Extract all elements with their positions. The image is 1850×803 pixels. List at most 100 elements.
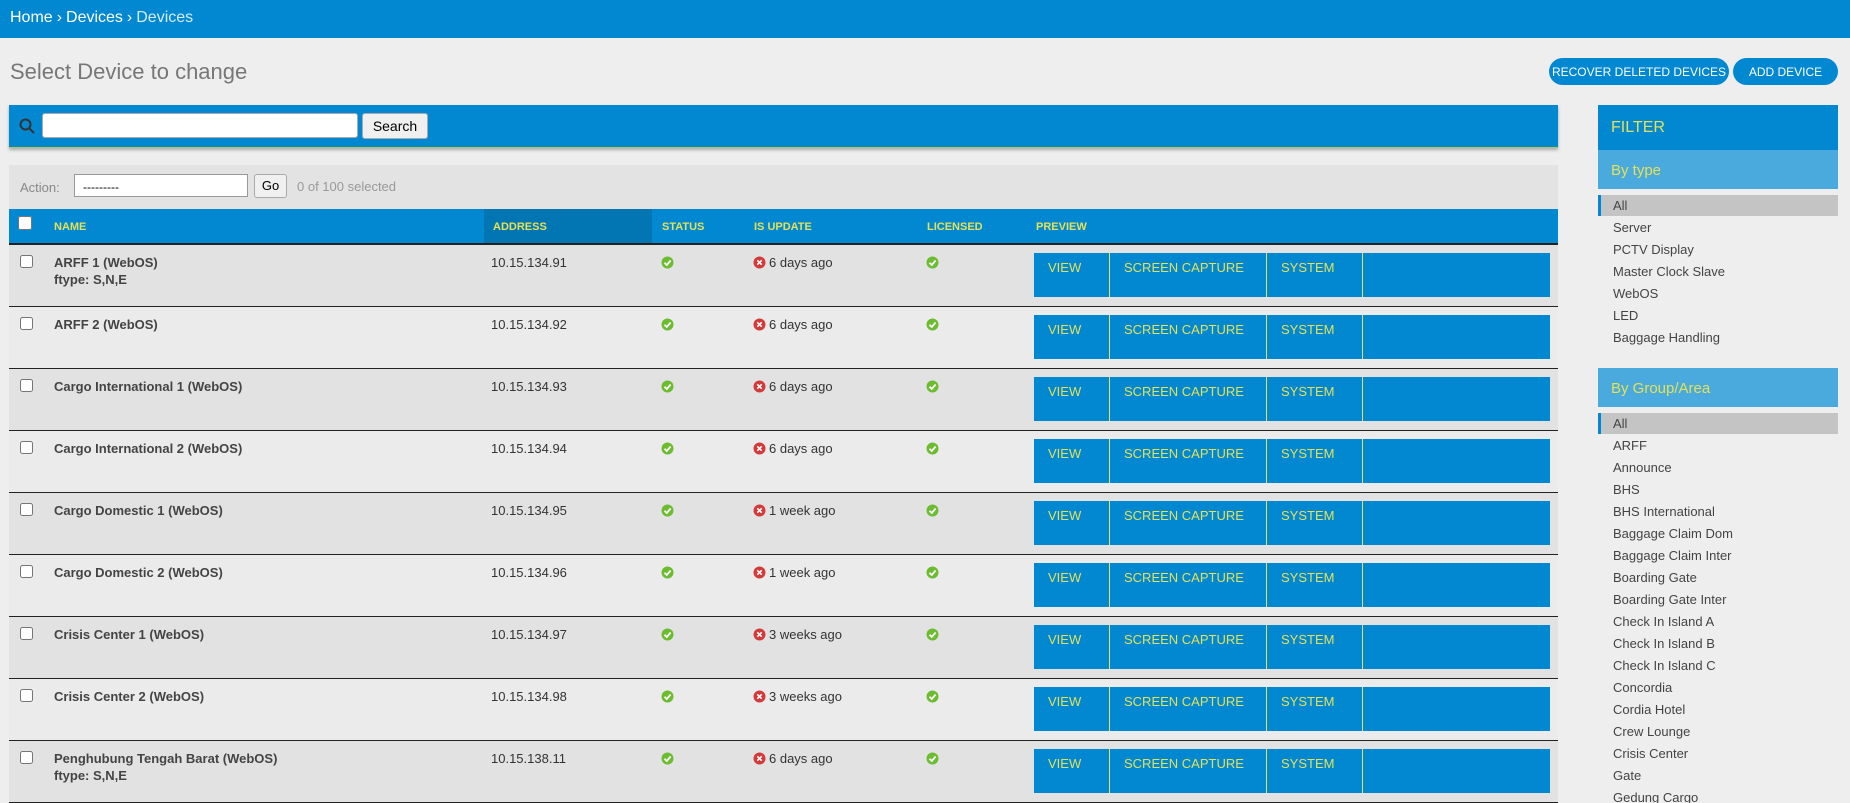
filter-item[interactable]: All bbox=[1598, 413, 1838, 434]
filter-item[interactable]: Boarding Gate bbox=[1613, 570, 1697, 585]
preview-bar: VIEW SCREEN CAPTURE SYSTEM bbox=[1034, 501, 1550, 545]
breadcrumb-item[interactable]: Devices bbox=[66, 9, 123, 26]
filter-item[interactable]: All bbox=[1598, 195, 1838, 216]
preview-button[interactable]: SCREEN CAPTURE bbox=[1110, 501, 1267, 545]
preview-button[interactable]: SYSTEM bbox=[1267, 253, 1363, 297]
action-select[interactable]: --------- bbox=[74, 174, 248, 197]
preview-button[interactable]: SCREEN CAPTURE bbox=[1110, 377, 1267, 421]
search-button[interactable]: Search bbox=[362, 113, 428, 139]
column-header[interactable]: NAME bbox=[54, 221, 87, 233]
cross-icon bbox=[753, 752, 766, 765]
preview-button[interactable]: SCREEN CAPTURE bbox=[1110, 315, 1267, 359]
filter-item[interactable]: Server bbox=[1613, 220, 1652, 235]
row-checkbox[interactable] bbox=[20, 689, 33, 702]
preview-button[interactable]: SYSTEM bbox=[1267, 377, 1363, 421]
filter-item[interactable]: Check In Island C bbox=[1613, 658, 1716, 673]
preview-button[interactable]: SYSTEM bbox=[1267, 625, 1363, 669]
filter-item[interactable]: Gedung Cargo bbox=[1613, 790, 1699, 803]
filter-item[interactable]: Concordia bbox=[1613, 680, 1673, 695]
preview-button[interactable]: VIEW bbox=[1034, 439, 1110, 483]
preview-button[interactable]: SCREEN CAPTURE bbox=[1110, 749, 1267, 793]
update-time: 1 week ago bbox=[769, 503, 836, 518]
filter-item[interactable]: WebOS bbox=[1613, 286, 1659, 301]
preview-button[interactable]: SYSTEM bbox=[1267, 439, 1363, 483]
search-input[interactable] bbox=[42, 113, 358, 138]
preview-button[interactable]: SYSTEM bbox=[1267, 687, 1363, 731]
filter-item[interactable]: ARFF bbox=[1613, 438, 1647, 453]
device-name[interactable]: Crisis Center 1 (WebOS) bbox=[54, 627, 205, 642]
filter-item[interactable]: LED bbox=[1613, 308, 1639, 323]
recover-button[interactable]: RECOVER DELETED DEVICES bbox=[1549, 58, 1729, 85]
preview-button[interactable]: SCREEN CAPTURE bbox=[1110, 439, 1267, 483]
select-all[interactable] bbox=[18, 216, 32, 230]
filter-item[interactable]: Boarding Gate Inter bbox=[1613, 592, 1727, 607]
row-checkbox[interactable] bbox=[20, 751, 33, 764]
preview-button[interactable]: SYSTEM bbox=[1267, 563, 1363, 607]
preview-button[interactable]: VIEW bbox=[1034, 625, 1110, 669]
preview-button[interactable]: VIEW bbox=[1034, 749, 1110, 793]
device-name[interactable]: Cargo International 1 (WebOS) bbox=[54, 379, 243, 394]
filter-item[interactable]: Cordia Hotel bbox=[1613, 702, 1686, 717]
filter-item[interactable]: Announce bbox=[1613, 460, 1672, 475]
device-name[interactable]: ARFF 1 (WebOS) bbox=[54, 255, 158, 270]
filter-item[interactable]: BHS bbox=[1613, 482, 1640, 497]
filter-item[interactable]: Check In Island A bbox=[1613, 614, 1715, 629]
filter-group-title: By Group/Area bbox=[1598, 368, 1838, 407]
preview-button[interactable]: SYSTEM bbox=[1267, 315, 1363, 359]
filter-item[interactable]: Baggage Handling bbox=[1613, 330, 1720, 345]
device-address: 10.15.134.94 bbox=[491, 441, 567, 456]
filter-item[interactable]: Gate bbox=[1613, 768, 1642, 783]
table-row: Penghubung Tengah Barat (WebOS) ftype: S,… bbox=[9, 741, 1558, 803]
preview-button[interactable]: SYSTEM bbox=[1267, 749, 1363, 793]
preview-button[interactable]: SCREEN CAPTURE bbox=[1110, 625, 1267, 669]
row-checkbox[interactable] bbox=[20, 627, 33, 640]
check-icon bbox=[661, 566, 674, 579]
filter-item[interactable]: Crisis Center bbox=[1613, 746, 1689, 761]
row-checkbox[interactable] bbox=[20, 379, 33, 392]
filter-item[interactable]: BHS International bbox=[1613, 504, 1715, 519]
device-name[interactable]: Cargo Domestic 2 (WebOS) bbox=[54, 565, 223, 580]
preview-button[interactable]: VIEW bbox=[1034, 315, 1110, 359]
preview-button[interactable]: SCREEN CAPTURE bbox=[1110, 253, 1267, 297]
preview-bar: VIEW SCREEN CAPTURE SYSTEM bbox=[1034, 749, 1550, 793]
preview-button[interactable]: SCREEN CAPTURE bbox=[1110, 563, 1267, 607]
device-name[interactable]: ARFF 2 (WebOS) bbox=[54, 317, 158, 332]
table-row: Cargo International 2 (WebOS) 10.15.134.9… bbox=[9, 431, 1558, 493]
preview-button[interactable]: VIEW bbox=[1034, 501, 1110, 545]
check-icon bbox=[926, 318, 939, 331]
device-name[interactable]: Cargo Domestic 1 (WebOS) bbox=[54, 503, 223, 518]
filter-item[interactable]: Check In Island B bbox=[1613, 636, 1715, 651]
preview-button[interactable]: VIEW bbox=[1034, 563, 1110, 607]
row-checkbox[interactable] bbox=[20, 317, 33, 330]
preview-button[interactable]: VIEW bbox=[1034, 253, 1110, 297]
table-body: ARFF 1 (WebOS) ftype: S,N,E 10.15.134.91 6 … bbox=[9, 245, 1558, 803]
preview-button[interactable]: VIEW bbox=[1034, 687, 1110, 731]
add-button[interactable]: ADD DEVICE bbox=[1733, 58, 1838, 85]
row-checkbox[interactable] bbox=[20, 255, 33, 268]
device-name[interactable]: Crisis Center 2 (WebOS) bbox=[54, 689, 205, 704]
selected-count: 0 of 100 selected bbox=[297, 179, 397, 194]
breadcrumb-item[interactable]: Home bbox=[10, 9, 53, 26]
device-name[interactable]: Penghubung Tengah Barat (WebOS) bbox=[54, 751, 278, 766]
row-checkbox[interactable] bbox=[20, 503, 33, 516]
column-header[interactable]: LICENSED bbox=[927, 221, 983, 233]
filter-item[interactable]: Crew Lounge bbox=[1613, 724, 1691, 739]
column-header[interactable]: STATUS bbox=[662, 221, 705, 233]
breadcrumb-item: Devices bbox=[136, 9, 194, 26]
column-header[interactable]: ADDRESS bbox=[493, 221, 547, 233]
table-row: Cargo International 1 (WebOS) 10.15.134.9… bbox=[9, 369, 1558, 431]
column-header[interactable]: IS UPDATE bbox=[754, 221, 812, 233]
filter-item[interactable]: PCTV Display bbox=[1613, 242, 1694, 257]
update-time: 6 days ago bbox=[769, 379, 833, 394]
device-name[interactable]: Cargo International 2 (WebOS) bbox=[54, 441, 243, 456]
row-checkbox[interactable] bbox=[20, 441, 33, 454]
filter-item[interactable]: Baggage Claim Dom bbox=[1613, 526, 1733, 541]
filter-item[interactable]: Master Clock Slave bbox=[1613, 264, 1725, 279]
filter-item[interactable]: Baggage Claim Inter bbox=[1613, 548, 1732, 563]
row-checkbox[interactable] bbox=[20, 565, 33, 578]
preview-button[interactable]: VIEW bbox=[1034, 377, 1110, 421]
preview-button[interactable]: SCREEN CAPTURE bbox=[1110, 687, 1267, 731]
preview-button[interactable]: SYSTEM bbox=[1267, 501, 1363, 545]
column-header[interactable]: PREVIEW bbox=[1036, 221, 1087, 233]
go-button[interactable]: Go bbox=[254, 174, 287, 198]
